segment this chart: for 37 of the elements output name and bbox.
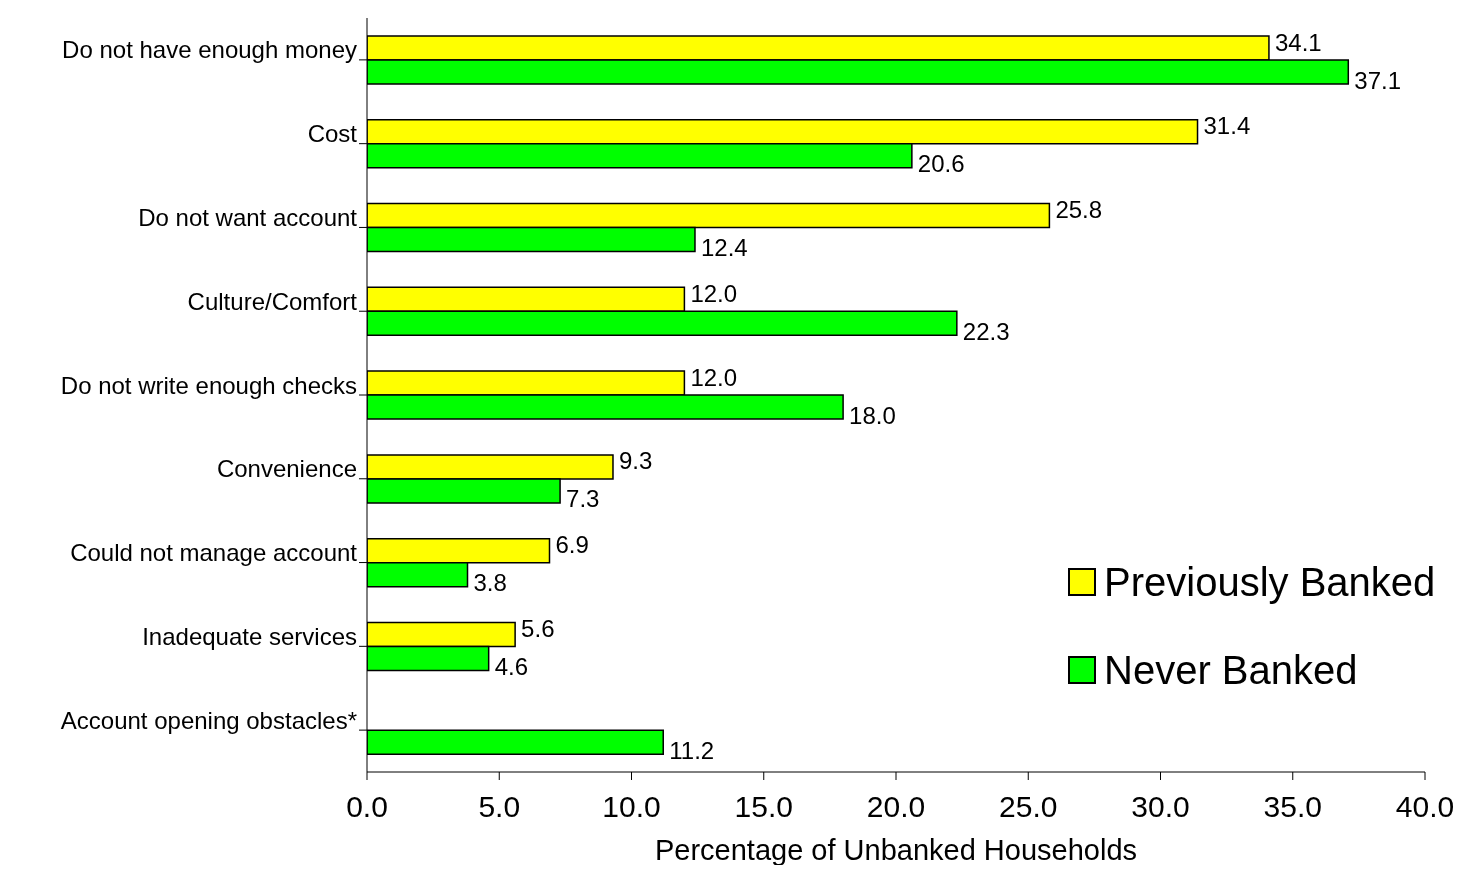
- x-tick-label: 25.0: [999, 790, 1058, 824]
- y-tick-label: Inadequate services: [142, 622, 357, 650]
- data-label: 9.3: [618, 447, 653, 475]
- x-tick-label: 30.0: [1131, 790, 1190, 824]
- y-tick-label: Do not have enough money: [62, 36, 357, 64]
- data-label: 11.2: [669, 736, 715, 764]
- y-tick-label: Do not write enough checks: [60, 371, 357, 399]
- x-tick-label: 20.0: [866, 790, 926, 824]
- x-tick-label: 10.0: [602, 790, 661, 824]
- x-tick-label: 15.0: [734, 790, 793, 824]
- data-label: 22.3: [962, 317, 1010, 345]
- legend-label: Never Banked: [1104, 647, 1358, 693]
- y-tick-label: Account opening obstacles*: [60, 706, 357, 734]
- y-tick-label: Culture/Comfort: [187, 287, 358, 315]
- y-tick-label: Could not manage account: [70, 539, 358, 567]
- y-tick-label: Cost: [307, 120, 358, 148]
- data-label: 12.0: [690, 279, 738, 307]
- data-label: 12.4: [700, 234, 748, 262]
- data-label: 5.6: [521, 614, 555, 642]
- data-label: 34.1: [1274, 28, 1322, 56]
- data-label: 12.0: [690, 363, 738, 391]
- x-tick-label: 40.0: [1395, 790, 1455, 824]
- data-label: 7.3: [566, 485, 600, 513]
- data-label: 18.0: [849, 401, 896, 429]
- data-label: 31.4: [1203, 112, 1251, 140]
- x-tick-label: 35.0: [1263, 790, 1322, 824]
- legend-label: Previously Banked: [1104, 559, 1436, 605]
- x-tick-label: 5.0: [478, 790, 521, 824]
- x-tick-label: 0.0: [346, 790, 388, 824]
- data-label: 25.8: [1055, 196, 1103, 224]
- data-label: 4.6: [494, 652, 529, 680]
- data-label: 20.6: [917, 150, 965, 178]
- y-tick-label: Do not want account: [138, 203, 358, 231]
- data-label: 6.9: [555, 531, 589, 559]
- data-label: 3.8: [473, 569, 507, 597]
- y-tick-label: Convenience: [216, 455, 357, 483]
- data-label: 37.1: [1354, 66, 1402, 94]
